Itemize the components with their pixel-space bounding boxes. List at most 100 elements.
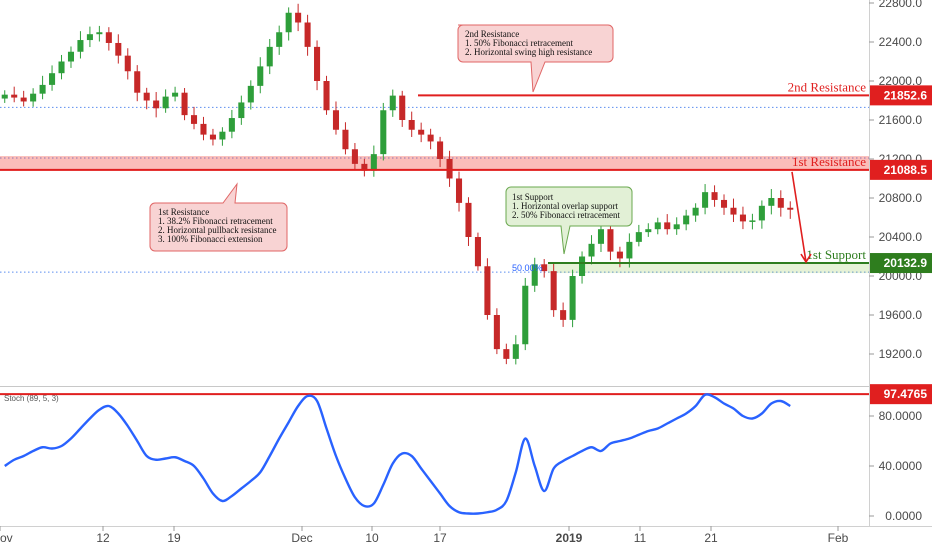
candle-body: [295, 12, 302, 23]
fib-50-label: 50.00%: [512, 263, 543, 273]
candle-body: [749, 220, 756, 222]
annotation-line: 1. Horizontal overlap support: [512, 201, 618, 211]
stochastic-pane: Stoch (89, 5, 3): [0, 386, 932, 515]
candle-body: [209, 134, 216, 140]
time-tick-label: 12: [96, 531, 110, 545]
candle-body: [247, 85, 254, 103]
annotation-line: 1. 50% Fibonacci retracement: [465, 38, 573, 48]
level-name: 1st Resistance: [792, 154, 866, 169]
candle-body: [418, 129, 425, 135]
candle-body: [768, 198, 775, 206]
annotation-1st-support: 1st Support 1. Horizontal overlap suppor…: [505, 186, 633, 255]
candle-body: [86, 34, 93, 41]
candle-body: [30, 93, 37, 102]
candle-body: [720, 199, 728, 208]
candle-body: [692, 207, 699, 216]
annotation-2nd-resistance: 2nd Resistance 1. 50% Fibonacci retracem…: [457, 24, 614, 93]
candle-body: [276, 32, 283, 47]
candle-body: [257, 66, 264, 86]
stoch-line: [4, 393, 791, 515]
candle-body: [399, 95, 406, 120]
candle-body: [351, 149, 358, 164]
candle-body: [484, 266, 491, 315]
candle-body: [266, 46, 273, 67]
level-badge: [870, 159, 932, 180]
level-badges: 21852.6 21088.5 20132.9 97.4765: [870, 85, 932, 405]
candle-body: [389, 95, 396, 111]
annotation-line: 1st Resistance: [158, 207, 209, 217]
level-lines: 2nd Resistance 1st Resistance 1st Support: [0, 79, 869, 265]
candle-body: [228, 118, 235, 132]
time-tick-label: Feb: [828, 531, 849, 545]
candle-body: [702, 192, 709, 208]
candle-body: [560, 310, 567, 320]
candle-body: [683, 215, 690, 225]
price-tick-label: 21600.0: [879, 113, 923, 127]
candle-body: [654, 222, 661, 230]
candle-body: [626, 241, 633, 259]
candle-body: [105, 32, 112, 43]
candle-body: [304, 22, 311, 47]
candle-body: [181, 92, 188, 116]
first-resistance-zone: [0, 156, 869, 171]
annotation-box: [505, 186, 633, 255]
time-axis: ov 12 19 Dec 10 17 2019 11 21 Feb: [0, 526, 932, 545]
candle-body: [579, 256, 586, 276]
candle-body: [569, 276, 576, 320]
candle-body: [664, 222, 671, 230]
candle-body: [172, 92, 179, 97]
candle-body: [190, 115, 198, 124]
level-name: 1st Support: [806, 247, 866, 262]
candle-body: [437, 141, 444, 159]
candle-body: [588, 243, 595, 257]
candle-body: [512, 344, 519, 359]
annotation-line: 1. 38.2% Fibonacci retracement: [158, 216, 273, 226]
candle-body: [314, 46, 321, 81]
candle-body: [162, 96, 169, 109]
candle-body: [616, 251, 623, 259]
candle-body: [474, 237, 481, 267]
candle-body: [673, 224, 680, 230]
level-badge-value: 20132.9: [884, 256, 928, 270]
candle-body: [96, 32, 103, 35]
time-tick-label: 21: [704, 531, 718, 545]
candle-body: [11, 94, 18, 98]
first-support-zone: [548, 263, 869, 274]
annotation-box: [457, 24, 614, 93]
candle-body: [219, 131, 226, 140]
time-tick-label: 19: [167, 531, 181, 545]
level-badge: [870, 384, 932, 405]
candle-body: [67, 51, 75, 62]
candle-body: [777, 198, 784, 208]
level-badge: [870, 253, 932, 274]
projection-arrow: [791, 171, 812, 264]
candle-body: [493, 315, 500, 350]
price-tick-label: 19200.0: [879, 347, 923, 361]
candle-body: [77, 40, 84, 52]
candle-body: [332, 110, 340, 130]
level-name: 2nd Resistance: [788, 79, 867, 94]
candle-body: [758, 205, 765, 221]
candle-body: [153, 100, 160, 109]
candle-body: [49, 73, 56, 85]
candle-body: [323, 81, 330, 111]
candle-body: [597, 229, 605, 244]
stoch-label: Stoch (89, 5, 3): [4, 394, 59, 403]
price-pane: 2nd Resistance 1st Resistance 1st Support …: [0, 3, 869, 365]
candle-body: [739, 214, 746, 222]
candle-body: [635, 232, 642, 242]
annotation-line: 2nd Resistance: [465, 29, 519, 39]
stoch-tick-label: 80.0000: [879, 409, 923, 423]
candle-body: [134, 71, 141, 93]
candle-body: [645, 229, 652, 233]
candle-body: [465, 202, 472, 237]
candles: [1, 3, 794, 365]
annotation-box: [149, 182, 288, 252]
candle-body: [238, 102, 245, 119]
annotation-1st-resistance: 1st Resistance 1. 38.2% Fibonacci retrac…: [149, 182, 288, 252]
candle-body: [455, 178, 463, 203]
annotation-line: 2. 50% Fibonacci retracement: [512, 210, 620, 220]
candle-body: [39, 84, 46, 94]
time-tick-label: 10: [365, 531, 379, 545]
